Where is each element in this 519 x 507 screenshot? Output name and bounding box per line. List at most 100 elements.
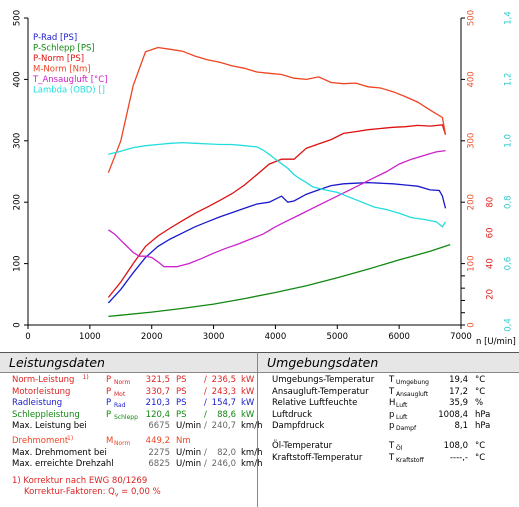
umgebung-unit: °C	[475, 375, 486, 385]
y-left-tick-label: 200	[13, 194, 23, 210]
series-group	[107, 46, 451, 318]
leistung-unit2: kW	[241, 375, 255, 385]
umgebung-unit: hPa	[475, 421, 491, 432]
umgebung-unit: °C	[475, 441, 486, 451]
leistung-label: Max. Leistung bei	[12, 421, 87, 432]
series-line-3	[107, 46, 447, 173]
x-tick-label: 5000	[326, 332, 348, 342]
umgebung-label: Luftdruck	[272, 409, 313, 420]
leistung-label: Max. erreichte Drehzahl	[12, 459, 114, 470]
x-tick-label: 4000	[265, 332, 287, 342]
leistung-val2: 243,3	[211, 386, 236, 397]
umgebung-label: Dampfdruck	[272, 421, 325, 432]
x-tick-label: 0	[25, 332, 30, 342]
y-left-tick-label: 500	[13, 10, 23, 26]
y-right2-tick-label: 60	[486, 227, 496, 238]
leistung-val2: 88,6	[217, 409, 236, 420]
umgebungsdaten-title: Umgebungsdaten	[258, 353, 519, 373]
y-right3-tick-label: 0,4	[504, 318, 514, 332]
y-right1-tick-label: 100	[467, 255, 477, 271]
leistung-val2: 246,0	[211, 459, 236, 470]
leistung-unit2: km/h	[241, 459, 263, 470]
leistungsdaten-title: Leistungsdaten	[0, 353, 257, 373]
leistung-label: Motorleistung	[12, 386, 71, 397]
umgebung-sym: T	[389, 375, 395, 385]
leistung-unit1: Nm	[176, 436, 191, 446]
series-line-0	[107, 181, 447, 304]
leistung-sep: /	[204, 386, 207, 397]
umgebung-sym: p	[389, 409, 395, 420]
x-tick-label: 2000	[141, 332, 163, 342]
umgebung-val: 17,2	[449, 386, 468, 397]
umgebung-unit: %	[475, 398, 484, 409]
y-right3-tick-label: 1,4	[504, 11, 514, 25]
leistung-label: Drehmoment	[12, 436, 69, 446]
leistung-unit1: U/min	[176, 421, 202, 432]
y-right3-tick-label: 0,6	[504, 257, 514, 271]
x-tick-label: 6000	[388, 332, 410, 342]
leistung-sep: /	[204, 421, 207, 432]
leistung-label: Max. Drehmoment bei	[12, 447, 107, 458]
footnote-2-value: = 0,00 %	[118, 487, 161, 497]
y-right3-tick-label: 1,0	[504, 134, 514, 148]
y-right3-tick-label: 0,8	[504, 195, 514, 209]
y-right1-tick-label: 400	[467, 71, 477, 87]
leistung-unit1: PS	[176, 375, 187, 385]
leistung-sym: P	[106, 375, 112, 385]
leistung-unit2: kW	[241, 398, 255, 409]
legend-entry-0: P-Rad [PS]	[33, 33, 77, 43]
leistung-unit1: PS	[176, 398, 187, 409]
leistung-val1: 120,4	[145, 409, 170, 420]
leistung-label: Norm-Leistung	[12, 375, 75, 385]
umgebung-label: Öl-Temperatur	[272, 441, 333, 451]
umgebung-val: 8,1	[454, 421, 468, 432]
footnote-2-sub: v	[114, 491, 119, 499]
leistung-unit2: kW	[241, 386, 255, 397]
legend-entry-4: T_Ansaugluft [°C]	[32, 75, 108, 85]
leistung-sym: P	[106, 409, 112, 420]
leistung-unit1: U/min	[176, 447, 202, 458]
axes: 0 1000 2000 3000 4000 5000 6000 700001002003004…	[13, 10, 514, 342]
series-line-2	[107, 124, 447, 298]
umgebung-sub: Ansaugluft	[396, 390, 429, 398]
leistung-val2: 240,7	[211, 421, 236, 432]
y-right1-tick-label: 0	[467, 322, 477, 327]
leistung-note: 1)	[82, 374, 89, 381]
leistung-val1: 321,5	[145, 375, 170, 385]
leistung-val1: 330,7	[145, 386, 170, 397]
y-right3-tick-label: 1,2	[504, 73, 514, 87]
umgebung-val: ----,-	[449, 452, 468, 463]
umgebung-sym: H	[389, 398, 396, 409]
y-right2-tick-label: 20	[486, 289, 496, 300]
umgebung-sub: Luft	[396, 413, 408, 421]
umgebung-sym: T	[389, 386, 395, 397]
umgebung-label: Kraftstoff-Temperatur	[272, 452, 363, 463]
footnote-2-text: Korrektur-Faktoren: Q	[24, 487, 115, 497]
series-line-1	[108, 243, 451, 318]
leistung-sep: /	[204, 375, 207, 385]
leistung-sub: Mot	[114, 390, 126, 398]
umgebung-sub: Kraftstoff	[396, 456, 424, 464]
leistung-val1: 210,3	[145, 398, 170, 409]
umgebung-sub: Öl	[396, 445, 403, 452]
series-line-5	[108, 141, 447, 228]
leistung-sub: Norm	[114, 379, 131, 386]
leistung-sub: Schlepp	[114, 413, 138, 421]
leistung-note: 1)	[67, 435, 74, 442]
leistung-val2: 82,0	[217, 447, 236, 458]
leistung-unit1: U/min	[176, 459, 202, 470]
leistung-val2: 236,5	[211, 375, 236, 385]
umgebung-sub: Dampf	[396, 425, 417, 433]
leistung-val1: 6675	[148, 421, 170, 432]
dyno-chart: 0 1000 2000 3000 4000 5000 6000 700001002003004…	[13, 10, 516, 347]
leistung-sep: /	[204, 459, 207, 470]
y-left-tick-label: 300	[13, 133, 23, 149]
leistung-sep: /	[204, 398, 207, 409]
leistung-sep: /	[204, 447, 207, 458]
y-right2-tick-label: 80	[486, 197, 496, 208]
legend-entry-2: P-Norm [PS]	[33, 54, 84, 64]
leistung-sub: Rad	[114, 402, 126, 410]
leistung-sep: /	[204, 409, 207, 420]
y-right1-tick-label: 200	[467, 194, 477, 210]
umgebung-label: Umgebungs-Temperatur	[272, 375, 375, 385]
